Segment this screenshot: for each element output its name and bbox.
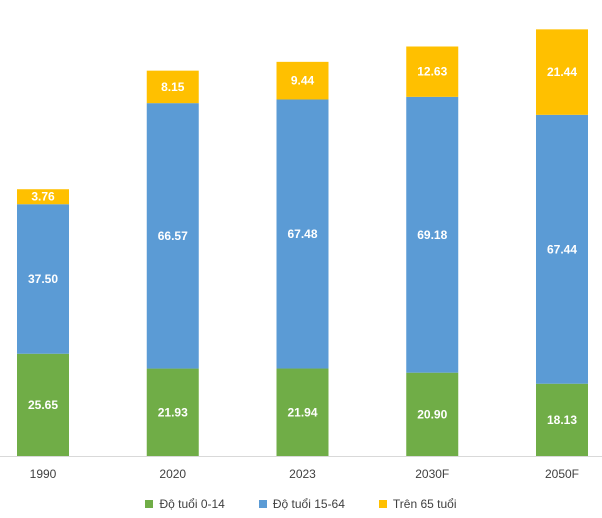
legend-item-2: Trên 65 tuổi: [378, 497, 457, 511]
data-label-1990-series-0: 25.65: [28, 398, 58, 412]
legend-swatch-2: [378, 500, 387, 508]
bar-2050F-series-1: [536, 114, 588, 384]
data-label-1990-series-1: 37.50: [28, 272, 58, 286]
legend-item-1: Độ tuổi 15-64: [258, 497, 345, 511]
data-label-2030F-series-1: 69.18: [417, 228, 447, 242]
bar-2030F-series-2: [406, 46, 459, 97]
x-tick-label-2020: 2020: [159, 467, 186, 481]
bar-2023-series-0: [276, 368, 329, 456]
bar-1990-series-1: [17, 204, 69, 354]
x-tick-label-2050F: 2050F: [545, 467, 579, 481]
data-label-1990-series-2: 3.76: [31, 190, 55, 204]
data-label-2023-series-2: 9.44: [291, 74, 315, 88]
data-label-2030F-series-2: 12.63: [417, 65, 447, 79]
legend-label-0: Độ tuổi 0-14: [159, 497, 225, 511]
data-label-2023-series-0: 21.94: [287, 405, 317, 419]
x-tick-label-2023: 2023: [289, 467, 316, 481]
bar-2050F-series-2: [536, 29, 588, 115]
bar-2020-series-2: [146, 70, 199, 104]
x-tick-label-2030F: 2030F: [415, 467, 449, 481]
data-label-2030F-series-0: 20.90: [417, 407, 447, 421]
data-label-2020-series-2: 8.15: [161, 80, 185, 94]
data-label-2050F-series-1: 67.44: [547, 242, 577, 256]
legend-label-2: Trên 65 tuổi: [392, 497, 457, 511]
bar-1990-series-0: [17, 353, 69, 456]
x-tick-label-1990: 1990: [30, 467, 57, 481]
legend-swatch-1: [258, 500, 267, 508]
bar-2023-series-1: [276, 99, 329, 369]
bar-2030F-series-1: [406, 96, 459, 373]
bar-2050F-series-0: [536, 383, 588, 456]
bar-2023-series-2: [276, 61, 329, 100]
data-label-2023-series-1: 67.48: [287, 227, 317, 241]
data-label-2050F-series-0: 18.13: [547, 413, 577, 427]
legend-label-1: Độ tuổi 15-64: [272, 497, 345, 511]
bar-2030F-series-0: [406, 372, 459, 456]
x-tick-labels: 1990 2020 2023 2030F 2050F: [30, 467, 579, 481]
bar-2020-series-1: [146, 103, 199, 369]
legend-item-0: Độ tuổi 0-14: [145, 497, 225, 511]
data-label-2020-series-1: 66.57: [158, 229, 188, 243]
bars-group: 25.65 37.50 3.76 21.93 66.57 8.15 21.94 67.48 9.…: [17, 29, 588, 456]
data-label-2050F-series-2: 21.44: [547, 65, 577, 79]
data-label-2020-series-0: 21.93: [158, 405, 188, 419]
bar-2020-series-0: [146, 368, 199, 456]
legend: Độ tuổi 0-14 Độ tuổi 15-64 Trên 65 tuổi: [0, 497, 602, 511]
legend-swatch-0: [145, 500, 154, 508]
bar-1990-series-2: [17, 189, 69, 205]
